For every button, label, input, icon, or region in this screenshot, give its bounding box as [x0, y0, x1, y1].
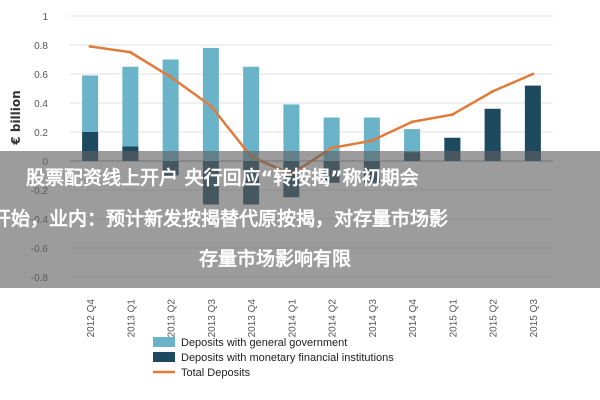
line-point-total-deposits	[88, 44, 92, 48]
legend-label: Deposits with monetary financial institu…	[181, 352, 394, 364]
x-tick-label: 2015 Q3	[529, 299, 540, 338]
y-tick-label: 0.8	[34, 41, 48, 52]
line-point-total-deposits	[330, 146, 334, 150]
y-tick-label: 0.4	[34, 99, 48, 110]
x-tick-label: 2013 Q3	[207, 299, 218, 338]
y-tick-label: 0.2	[34, 128, 48, 139]
x-tick-label: 2013 Q1	[126, 299, 137, 338]
x-tick-label: 2014 Q3	[368, 299, 379, 338]
bar-mfi	[524, 85, 541, 161]
bar-general-government	[243, 66, 260, 161]
x-tick-label: 2014 Q4	[408, 299, 419, 338]
line-point-total-deposits	[370, 139, 374, 143]
x-tick-label: 2013 Q2	[167, 299, 178, 338]
headline-line-3: 存量市场影响有限	[199, 248, 352, 270]
x-tick-label: 2013 Q4	[247, 299, 258, 338]
legend-swatch	[153, 337, 175, 347]
y-axis-title: € billion	[9, 90, 23, 145]
line-point-total-deposits	[450, 113, 454, 117]
x-tick-label: 2014 Q2	[328, 299, 339, 338]
headline-line-2: 开始，业内：预计新发按揭替代原按揭，对存量市场影	[0, 208, 449, 230]
bar-mfi	[484, 108, 501, 161]
bar-general-government	[283, 104, 300, 161]
headline-banner: 股票配资线上开户 央行回应“转按揭”称初期会 开始，业内：预计新发按揭替代原按揭…	[0, 151, 600, 288]
line-point-total-deposits	[531, 72, 535, 76]
x-tick-label: 2015 Q2	[489, 299, 500, 338]
legend-swatch	[153, 352, 175, 362]
x-tick-label: 2014 Q1	[287, 299, 298, 338]
legend-label: Deposits with general government	[181, 337, 347, 349]
bar-general-government	[162, 59, 179, 161]
legend-label: Total Deposits	[181, 367, 251, 379]
line-point-total-deposits	[169, 75, 173, 79]
x-tick-label: 2015 Q1	[448, 299, 459, 338]
y-tick-label: 0.6	[34, 70, 48, 81]
headline-line-1: 股票配资线上开户 央行回应“转按揭”称初期会	[26, 167, 419, 189]
x-tick-label: 2012 Q4	[86, 299, 97, 338]
bar-general-government	[122, 66, 139, 161]
line-point-total-deposits	[491, 89, 495, 93]
y-tick-label: 1	[42, 12, 48, 23]
line-point-total-deposits	[128, 50, 132, 54]
line-point-total-deposits	[209, 104, 213, 108]
line-point-total-deposits	[410, 120, 414, 124]
